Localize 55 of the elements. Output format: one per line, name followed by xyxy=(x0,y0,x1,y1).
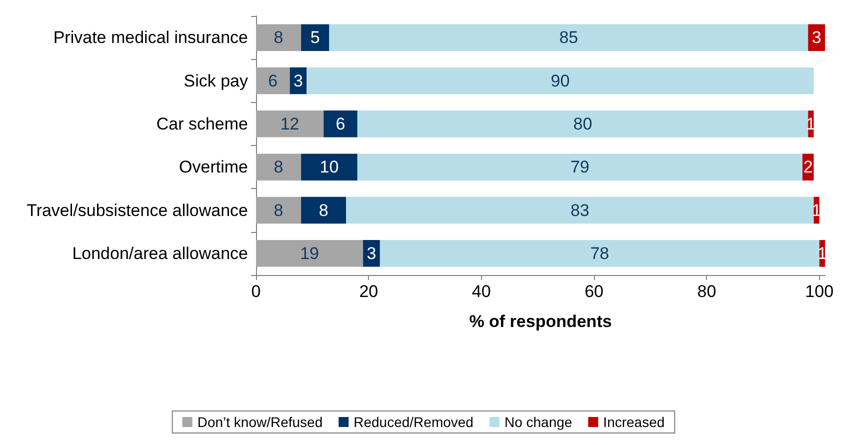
x-tick-label: 80 xyxy=(697,282,716,301)
data-label: 6 xyxy=(268,71,278,90)
y-tick-label: Private medical insurance xyxy=(53,28,248,48)
x-tick-label: 100 xyxy=(805,282,834,301)
bar xyxy=(808,24,825,51)
data-label: 8 xyxy=(274,158,284,177)
x-tick-label: 60 xyxy=(584,282,604,301)
data-label: 5 xyxy=(310,28,320,48)
bar xyxy=(301,24,330,51)
legend-label: No change xyxy=(504,414,572,430)
data-label: 2 xyxy=(803,158,813,177)
data-label: 8 xyxy=(274,200,284,220)
y-tick-label: Overtime xyxy=(179,158,248,177)
bar xyxy=(380,240,820,267)
legend-label: Reduced/Removed xyxy=(354,414,474,430)
bar xyxy=(301,196,346,224)
bar xyxy=(324,110,358,138)
bar xyxy=(256,110,324,138)
bar xyxy=(256,154,302,180)
bar xyxy=(357,154,802,180)
bar xyxy=(256,24,302,51)
x-tick-label: 40 xyxy=(472,282,491,301)
x-tick-label: 0 xyxy=(251,282,261,301)
data-label: 3 xyxy=(294,71,303,90)
legend-label: Don’t know/Refused xyxy=(197,414,323,430)
legend-label: Increased xyxy=(603,414,665,430)
data-label: 8 xyxy=(318,200,328,220)
data-label: 85 xyxy=(559,28,578,48)
y-tick-label: Car scheme xyxy=(156,114,248,134)
data-label: 83 xyxy=(570,200,590,220)
bar xyxy=(363,240,380,267)
y-tick-label: Travel/subsistence allowance xyxy=(26,200,248,220)
data-label: 8 xyxy=(274,28,284,48)
x-tick-label: 20 xyxy=(359,282,378,301)
data-label: 10 xyxy=(320,158,339,177)
bar xyxy=(256,240,364,267)
bar xyxy=(301,154,358,180)
data-label: 90 xyxy=(550,71,570,90)
data-label: 3 xyxy=(366,244,376,263)
y-tick-label: London/area allowance xyxy=(72,244,248,263)
x-axis-title: % of respondents xyxy=(469,312,612,331)
data-label: 79 xyxy=(570,158,590,177)
bar xyxy=(306,67,814,94)
bar xyxy=(256,196,302,224)
bar xyxy=(346,196,814,224)
data-label: 3 xyxy=(812,28,822,48)
bar xyxy=(256,67,290,94)
data-label: 78 xyxy=(590,244,610,263)
data-label: 12 xyxy=(280,114,300,134)
y-tick-label: Sick pay xyxy=(184,71,248,90)
bar xyxy=(329,24,808,51)
data-label: 6 xyxy=(336,114,346,134)
data-label: 80 xyxy=(573,114,592,134)
data-label: 19 xyxy=(300,244,319,263)
bar xyxy=(357,110,808,138)
